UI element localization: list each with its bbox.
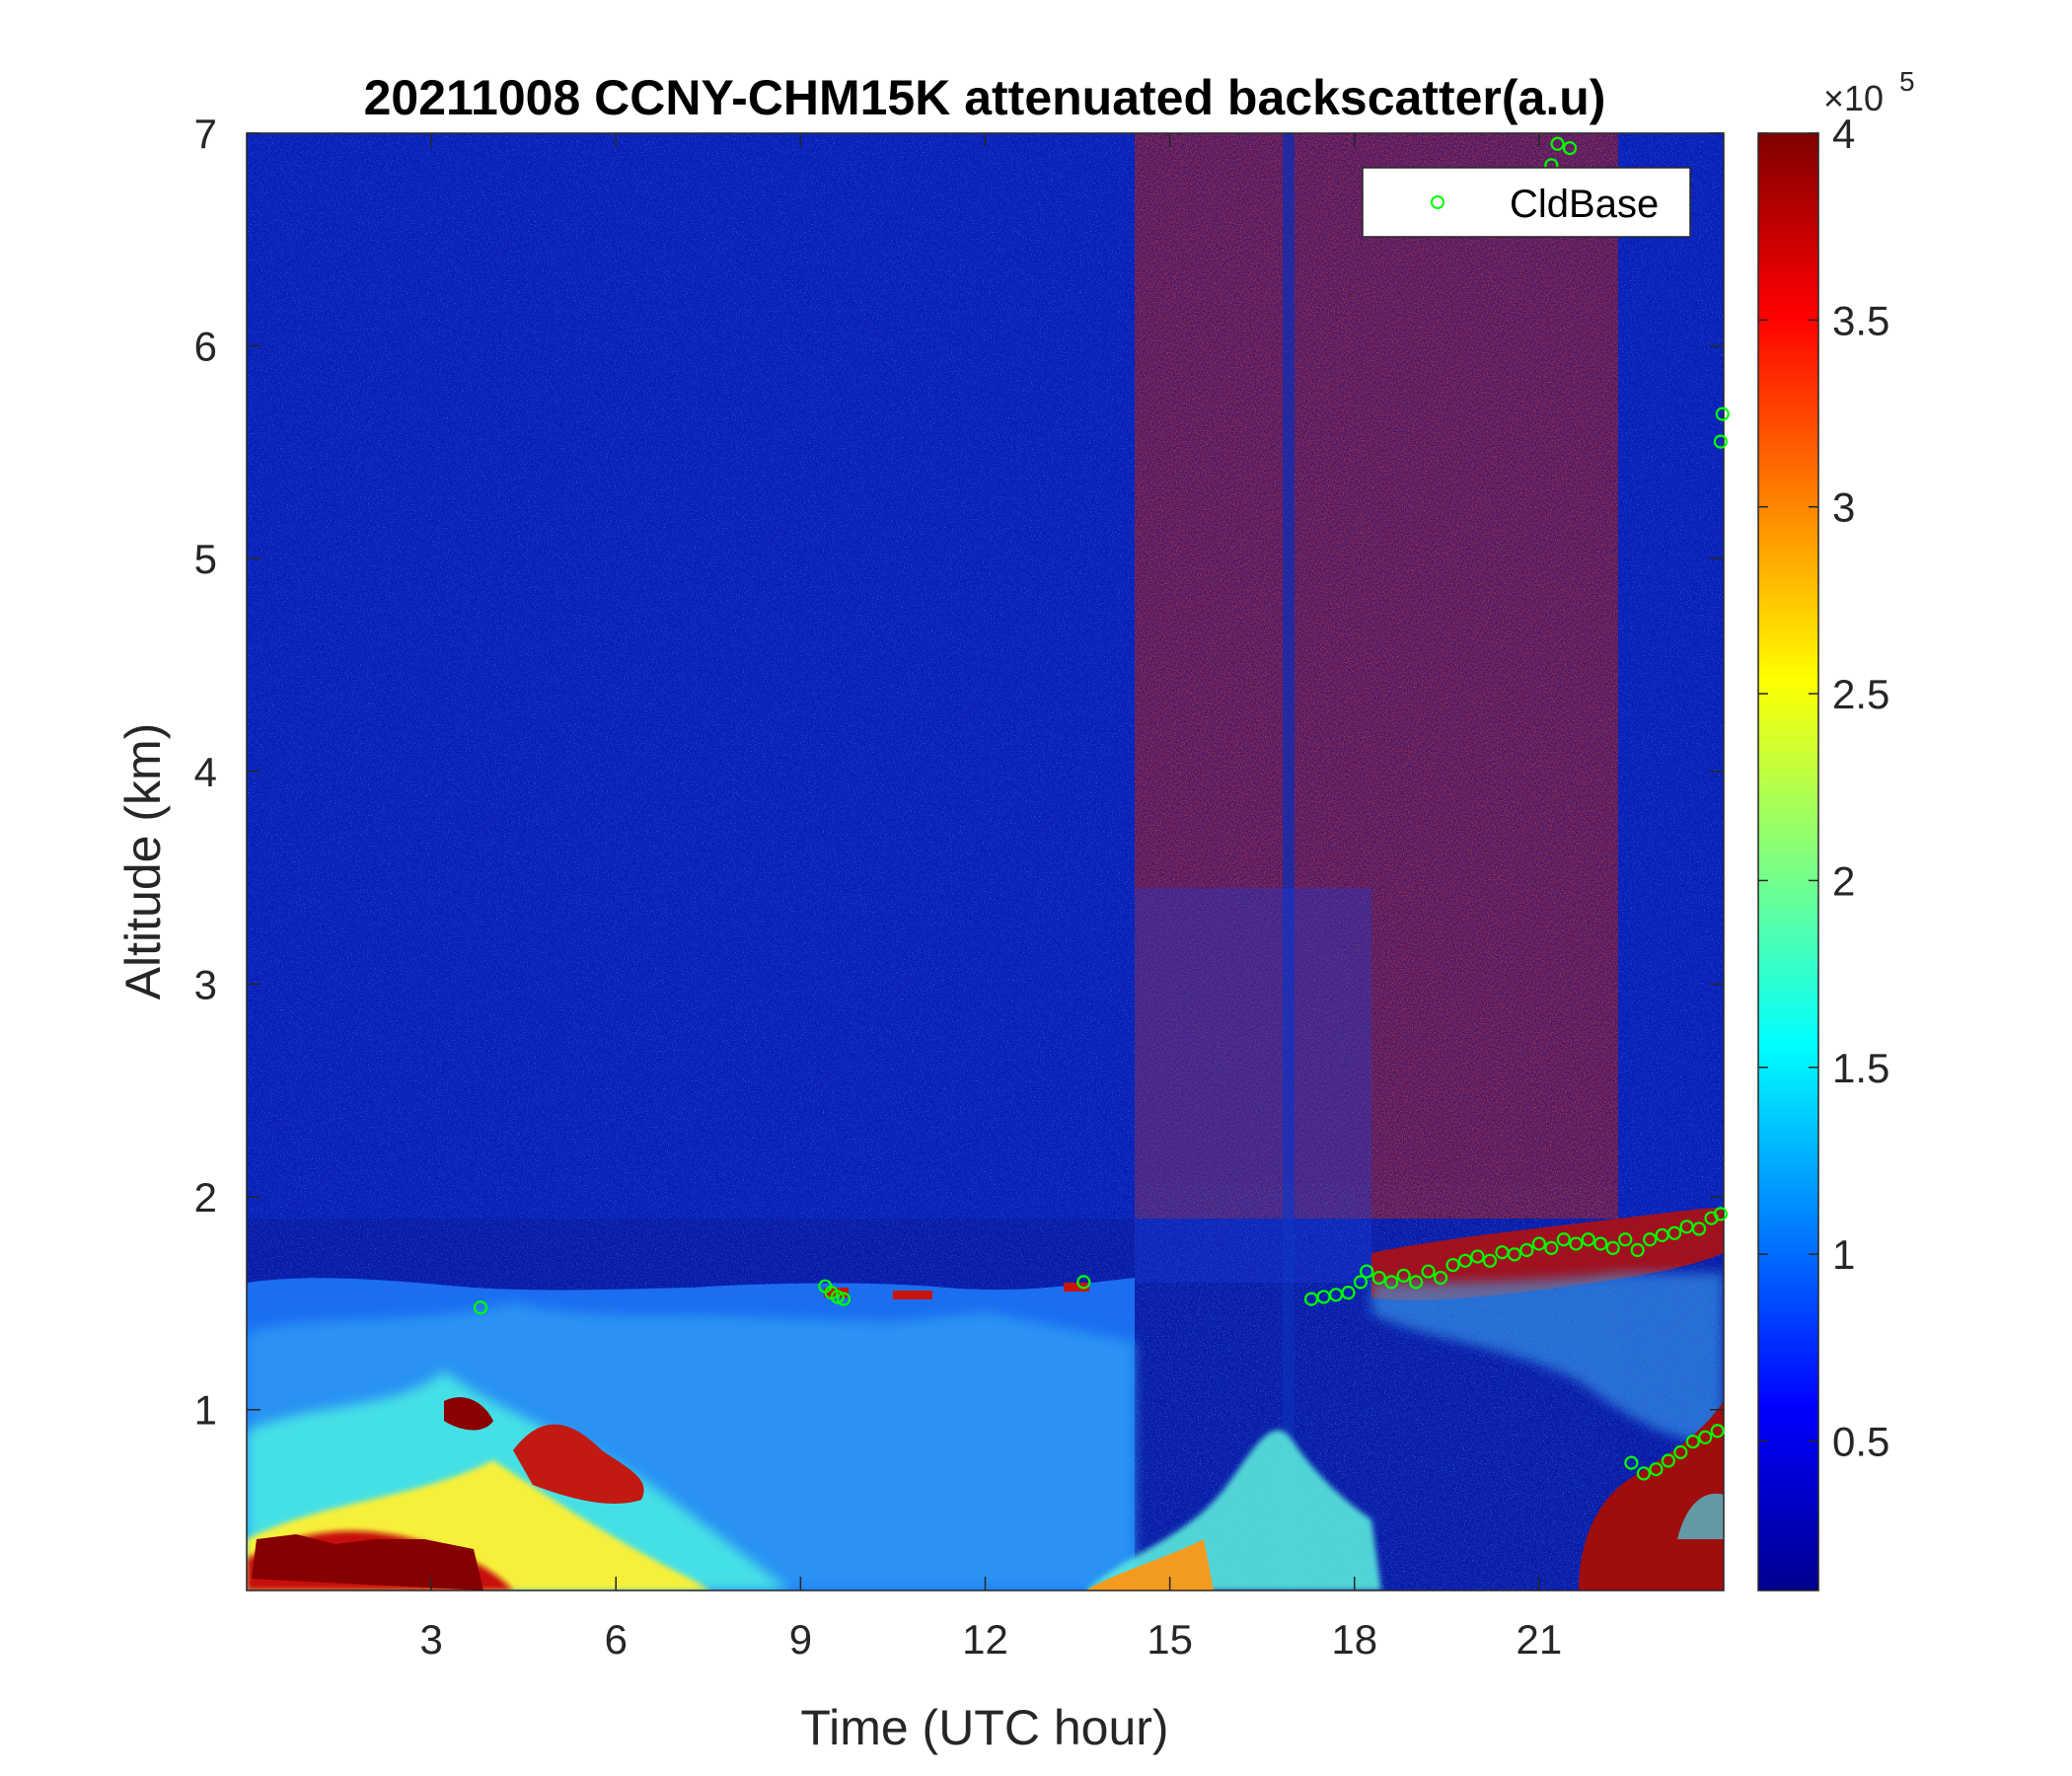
cldbase-point — [1661, 1453, 1675, 1468]
legend: CldBase — [1362, 167, 1691, 238]
cldbase-point — [1593, 1236, 1608, 1251]
cldbase-point — [1713, 1207, 1728, 1221]
colorbar-multiplier: ×10 — [1823, 78, 1884, 118]
chart-title: 20211008 CCNY-CHM15K attenuated backscat… — [364, 70, 1606, 125]
y-tick-label: 2 — [194, 1174, 217, 1221]
x-tick-label: 12 — [962, 1616, 1008, 1663]
colorbar-tick-label: 2 — [1832, 857, 1855, 904]
colorbar-gradient — [1757, 132, 1819, 1591]
x-tick-label: 9 — [789, 1616, 812, 1663]
cldbase-point — [1685, 1434, 1700, 1449]
legend-entry-cldbase: CldBase — [1510, 183, 1659, 226]
y-tick-label: 4 — [194, 749, 217, 795]
cldbase-point — [1581, 1232, 1595, 1247]
y-tick-label: 3 — [194, 961, 217, 1007]
y-tick-label: 1 — [194, 1387, 217, 1434]
legend-marker-icon — [1431, 195, 1444, 209]
y-tick-label: 6 — [194, 324, 217, 370]
cldbase-point — [1353, 1275, 1369, 1290]
colorbar-exponent: 5 — [1899, 66, 1915, 97]
colorbar-tick-label: 3 — [1832, 484, 1855, 531]
heatmap-image — [247, 133, 1724, 1591]
cldbase-point — [1569, 1236, 1584, 1251]
cldbase-point — [1562, 140, 1578, 156]
cldbase-point — [1710, 1424, 1725, 1439]
cldbase-point — [1076, 1275, 1091, 1290]
cldbase-point — [1649, 1461, 1664, 1477]
cldbase-point — [1384, 1275, 1399, 1290]
colorbar-tick-label: 4 — [1832, 111, 1855, 157]
cldbase-point — [1421, 1264, 1436, 1279]
cldbase-point — [1482, 1253, 1498, 1268]
colorbar-tick-label: 1.5 — [1832, 1045, 1889, 1091]
y-axis-label: Altitude (km) — [115, 723, 171, 1000]
cldbase-point — [830, 1290, 845, 1304]
cldbase-point — [1550, 136, 1565, 151]
x-tick-label: 15 — [1147, 1616, 1193, 1663]
cldbase-point — [1433, 1270, 1448, 1286]
cldbase-point — [1409, 1275, 1424, 1290]
x-tick-label: 21 — [1517, 1616, 1563, 1663]
cldbase-point — [1531, 1236, 1546, 1251]
cldbase-point — [1371, 1270, 1386, 1286]
cldbase-point — [1544, 1240, 1559, 1255]
colorbar-tick-label: 0.5 — [1832, 1419, 1889, 1465]
cldbase-point — [1715, 407, 1730, 421]
colorbar-tick-label: 3.5 — [1832, 297, 1889, 343]
cldbase-point — [1666, 1225, 1682, 1240]
cldbase-point — [1470, 1249, 1485, 1264]
cldbase-point — [1643, 1232, 1658, 1247]
cldbase-point — [473, 1300, 488, 1315]
x-tick-label: 18 — [1331, 1616, 1377, 1663]
cldbase-point — [1445, 1258, 1460, 1273]
cldbase-point — [1605, 1240, 1620, 1255]
colorbar: 0.5 1 1.5 2 2.5 3 3.5 4 ×10 5 — [1757, 66, 1915, 1591]
cldbase-point — [1673, 1444, 1688, 1459]
cldbase-point — [1630, 1242, 1645, 1258]
cldbase-point — [1698, 1430, 1713, 1444]
cldbase-point — [1360, 1264, 1374, 1279]
cldbase-point — [1341, 1286, 1356, 1300]
cldbase-series — [473, 136, 1730, 1481]
colorbar-tick-label: 1 — [1832, 1231, 1855, 1278]
cldbase-point — [1519, 1242, 1534, 1258]
cldbase-point — [1713, 434, 1728, 449]
cldbase-point — [1396, 1268, 1411, 1283]
x-axis: 3 6 9 12 15 18 21 — [419, 133, 1562, 1663]
y-tick-label: 5 — [194, 536, 217, 582]
cldbase-point — [1636, 1466, 1652, 1481]
colorbar-tick-label: 2.5 — [1832, 671, 1889, 717]
y-tick-label: 7 — [194, 111, 217, 157]
cldbase-point — [1624, 1455, 1639, 1470]
cldbase-point — [1691, 1221, 1707, 1236]
cldbase-point — [1507, 1247, 1522, 1262]
cldbase-point — [1556, 1232, 1571, 1247]
x-axis-label: Time (UTC hour) — [800, 1700, 1168, 1755]
x-tick-label: 6 — [605, 1616, 628, 1663]
cldbase-point — [1457, 1253, 1473, 1268]
cldbase-point — [1618, 1232, 1633, 1247]
cldbase-point — [836, 1292, 851, 1306]
y-axis: 1 2 3 4 5 6 7 — [194, 111, 1724, 1434]
x-tick-label: 3 — [419, 1616, 442, 1663]
